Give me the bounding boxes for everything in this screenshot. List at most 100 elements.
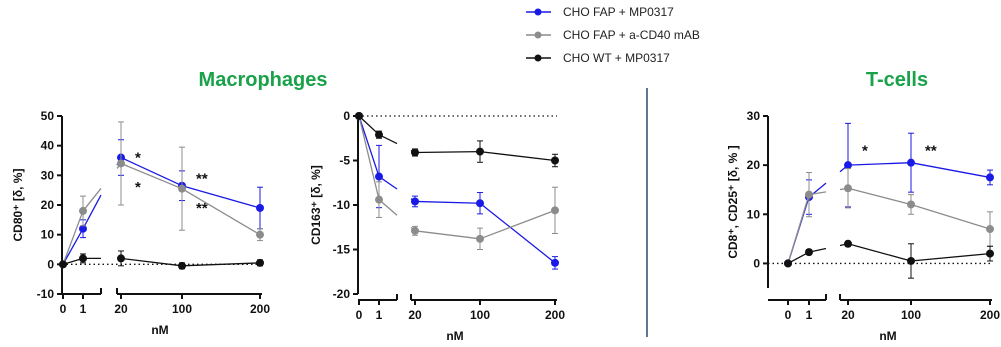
series-line [910, 162, 991, 179]
y-tick-label: -20 [333, 287, 351, 301]
data-point [986, 173, 994, 182]
y-axis-label: CD163⁺ [δ, %] [309, 165, 323, 245]
data-point [411, 148, 419, 157]
data-point [907, 158, 915, 167]
series-line [181, 185, 261, 209]
data-point [844, 161, 852, 170]
data-point [784, 259, 792, 268]
series-3 [784, 239, 994, 279]
x-tick-label: 100 [901, 308, 921, 322]
series-line [120, 257, 183, 267]
x-tick-label: 200 [545, 308, 565, 322]
y-tick-label: 20 [747, 158, 761, 172]
data-point [986, 249, 994, 258]
significance-mark: * [135, 150, 141, 167]
data-point [551, 206, 559, 215]
y-tick-label: -5 [339, 154, 350, 168]
significance-mark: ** [196, 170, 208, 187]
series-1 [784, 122, 994, 268]
data-point [59, 260, 67, 269]
data-point [375, 195, 383, 204]
legend-label-2: CHO FAP + a-CD40 mAB [563, 28, 700, 42]
data-point [256, 203, 264, 212]
y-tick-label: -10 [333, 198, 351, 212]
series-line [847, 243, 912, 262]
series-line [479, 202, 556, 264]
x-tick-label: 1 [80, 302, 87, 316]
x-tick-label: 200 [250, 302, 270, 316]
x-axis-label: nM [151, 323, 168, 337]
data-point [805, 248, 813, 257]
significance-mark: * [135, 179, 141, 196]
y-tick-label: 20 [41, 198, 55, 212]
x-tick-label: 1 [806, 308, 813, 322]
series-line [479, 150, 556, 162]
series-line [82, 194, 102, 230]
tcells-title: T-cells [866, 69, 928, 91]
y-tick-label: 30 [747, 109, 761, 123]
y-tick-label: 0 [343, 109, 350, 123]
data-point [551, 156, 559, 165]
significance-mark: ** [925, 142, 937, 159]
data-point [79, 224, 87, 233]
y-tick-label: -15 [333, 243, 351, 257]
data-point [844, 184, 852, 193]
data-point [79, 254, 87, 263]
series-line [358, 115, 380, 177]
y-axis-label: CD8⁺, CD25⁺ [δ, % ] [726, 145, 740, 258]
data-point [117, 254, 125, 263]
x-tick-label: 20 [841, 308, 855, 322]
legend-marker-2 [534, 31, 542, 39]
y-tick-label: 50 [41, 109, 55, 123]
data-point [411, 226, 419, 235]
legend-label-1: CHO FAP + MP0317 [563, 5, 674, 19]
series-line [910, 203, 991, 230]
legend-item-1: CHO FAP + MP0317 [526, 5, 674, 19]
y-tick-label: 10 [747, 207, 761, 221]
data-point [411, 197, 419, 206]
legend-marker-3 [534, 54, 542, 62]
series-line [62, 210, 84, 265]
series-line [62, 228, 84, 265]
data-point [256, 230, 264, 239]
data-point [117, 159, 125, 168]
series-line [358, 115, 380, 200]
y-tick-label: 30 [41, 168, 55, 182]
data-point [907, 256, 915, 265]
legend-marker-1 [534, 8, 542, 16]
series-line [847, 187, 912, 206]
data-point [178, 184, 186, 193]
y-tick-label: 10 [41, 228, 55, 242]
data-point [476, 234, 484, 243]
legend-label-3: CHO WT + MP0317 [563, 51, 670, 65]
series-2 [784, 168, 994, 268]
x-tick-label: 0 [60, 302, 67, 316]
y-tick-label: 0 [753, 256, 760, 270]
data-point [986, 225, 994, 234]
series-2 [355, 112, 559, 250]
x-tick-label: 0 [785, 308, 792, 322]
data-point [805, 190, 813, 199]
series-line [181, 262, 261, 267]
series-line [414, 200, 481, 204]
y-axis-label: CD80⁺ [δ, %] [11, 169, 25, 242]
x-tick-label: 20 [114, 302, 128, 316]
y-tick-label: 0 [47, 257, 54, 271]
series-line [120, 162, 183, 190]
data-point [375, 130, 383, 139]
series-2 [59, 121, 264, 269]
y-tick-label: -10 [37, 287, 55, 301]
x-tick-label: 200 [980, 308, 1000, 322]
significance-mark: ** [196, 200, 208, 217]
data-point [178, 261, 186, 270]
legend-item-3: CHO WT + MP0317 [526, 51, 670, 65]
series-line [120, 156, 183, 187]
macrophages-title: Macrophages [199, 69, 328, 91]
x-axis-label: nM [446, 329, 463, 343]
data-point [551, 258, 559, 267]
series-line [479, 209, 556, 240]
series-3 [355, 112, 559, 168]
